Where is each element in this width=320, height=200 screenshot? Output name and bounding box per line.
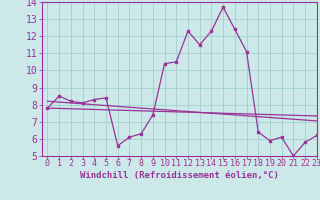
X-axis label: Windchill (Refroidissement éolien,°C): Windchill (Refroidissement éolien,°C) — [80, 171, 279, 180]
